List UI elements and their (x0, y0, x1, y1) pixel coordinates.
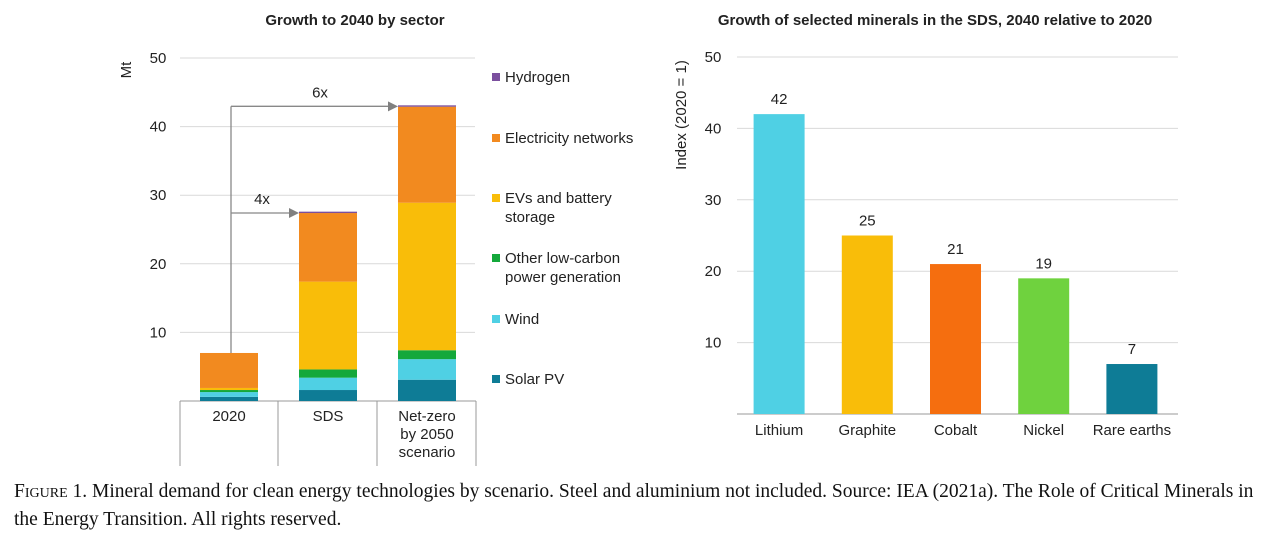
bar-segment (200, 390, 258, 393)
bar-segment (398, 106, 456, 203)
x-tick-label: Cobalt (934, 422, 978, 439)
x-tick-label: Lithium (755, 422, 803, 439)
arrow-head (388, 101, 398, 112)
legend-label: Hydrogen (505, 69, 570, 86)
y-tick-label: 40 (705, 120, 722, 137)
x-tick-label: SDS (313, 408, 344, 425)
caption-lead: Figure 1. (14, 481, 88, 502)
chart-title: Growth of selected minerals in the SDS, … (718, 12, 1152, 29)
data-label: 19 (1035, 255, 1052, 272)
legend-swatch (492, 194, 500, 202)
y-tick-label: 30 (150, 187, 167, 204)
figure-caption: Figure 1. Mineral demand for clean energ… (14, 478, 1269, 534)
bar-segment (200, 387, 258, 391)
bar-segment (398, 202, 456, 351)
growth-multiplier-label: 4x (254, 191, 270, 208)
bar (930, 264, 981, 414)
bar-segment (398, 359, 456, 380)
bar-segment (299, 369, 357, 378)
legend-label: Other low-carbon (505, 250, 620, 267)
x-tick-label: scenario (399, 444, 456, 461)
legend-swatch (492, 315, 500, 323)
minerals-growth-chart: Growth of selected minerals in the SDS, … (673, 12, 1178, 439)
legend-label: Solar PV (505, 371, 564, 388)
x-tick-label: Rare earths (1093, 422, 1171, 439)
bar (841, 235, 893, 414)
sector-growth-chart: Growth to 2040 by sector Mt 10 20 30 40 50 2020… (118, 12, 633, 466)
caption-text: Mineral demand for clean energy technolo… (14, 481, 1254, 530)
figure-canvas: Growth to 2040 by sectorMt10203040502020… (118, 12, 1178, 466)
arrow-head (289, 208, 299, 218)
y-tick-label: 10 (705, 335, 722, 352)
y-tick-label: 50 (150, 50, 167, 67)
bar-segment (398, 105, 456, 107)
y-tick-label: 30 (705, 192, 722, 209)
y-tick-label: 20 (705, 263, 722, 280)
legend-label: EVs and battery (505, 190, 612, 207)
legend-swatch (492, 73, 500, 81)
legend-swatch (492, 254, 500, 262)
bar-segment (299, 377, 357, 391)
bar (753, 114, 805, 415)
bar-segment (299, 211, 357, 214)
bar-segment (200, 352, 258, 388)
y-tick-label: 50 (705, 49, 722, 66)
x-tick-label: Nickel (1023, 422, 1064, 439)
y-axis-label: Index (2020 = 1) (673, 60, 690, 170)
legend-label: Wind (505, 311, 539, 328)
bar-segment (299, 213, 357, 282)
x-tick-label: Net-zero (398, 408, 456, 425)
y-tick-label: 20 (150, 256, 167, 273)
data-label: 21 (947, 241, 964, 258)
y-axis-label: Mt (118, 61, 135, 78)
data-label: 7 (1128, 341, 1136, 358)
chart-title: Growth to 2040 by sector (265, 12, 444, 29)
growth-multiplier-label: 6x (312, 84, 328, 101)
y-tick-label: 40 (150, 119, 167, 136)
data-label: 42 (771, 91, 788, 108)
legend-swatch (492, 375, 500, 383)
x-tick-label: 2020 (212, 408, 245, 425)
legend-label: Electricity networks (505, 130, 633, 147)
bar-segment (299, 281, 357, 370)
x-tick-label: by 2050 (400, 426, 453, 443)
data-label: 25 (859, 213, 876, 230)
x-tick-label: Graphite (839, 422, 897, 439)
bar-segment (200, 392, 258, 397)
bar-segment (299, 390, 357, 401)
bar-segment (398, 350, 456, 360)
bar (1018, 278, 1070, 414)
bar-segment (200, 396, 258, 401)
y-tick-label: 10 (150, 324, 167, 341)
legend-label: power generation (505, 269, 621, 286)
bar (1106, 364, 1158, 414)
legend-label: storage (505, 209, 555, 226)
bar-segment (398, 379, 456, 401)
legend-swatch (492, 134, 500, 142)
